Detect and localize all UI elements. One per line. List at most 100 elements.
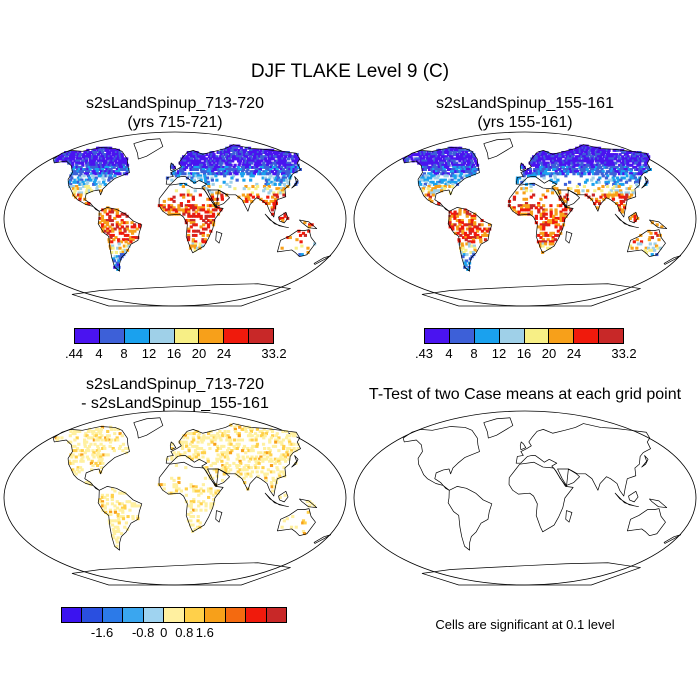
grid-cell [256,150,261,154]
grid-cell [225,150,229,154]
grid-cell [170,178,174,182]
grid-cell [545,157,549,161]
grid-cell [618,159,622,163]
grid-cell [219,438,223,442]
grid-cell [223,170,228,174]
grid-cell [619,178,623,182]
grid-cell [210,168,214,172]
grid-cell [618,170,622,174]
grid-cell [172,208,176,212]
grid-cell [207,172,211,176]
grid-cell [448,153,452,157]
grid-cell [209,221,213,225]
grid-cell [258,161,262,165]
grid-cell [222,444,226,448]
grid-cell [483,233,487,237]
grid-cell [79,165,83,169]
grid-cell [206,210,211,214]
grid-cell [541,242,545,246]
grid-cell [287,434,291,438]
grid-cell [189,172,194,176]
grid-cell [428,197,432,201]
grid-cell [435,182,439,186]
grid-cell [588,146,592,150]
grid-cell [296,447,300,451]
grid-cell [547,221,551,225]
grid-cell [288,165,292,169]
grid-cell [193,248,197,252]
grid-cell [592,165,597,169]
grid-cell [281,159,285,163]
grid-cell [467,168,472,172]
grid-cell [199,225,203,229]
grid-cell [170,457,174,461]
grid-cell [186,193,191,197]
grid-cell [551,231,555,235]
grid-cell [564,150,568,154]
grid-cell [201,204,206,208]
grid-cell [600,168,604,172]
grid-cell [537,225,541,229]
grid-cell [463,157,467,161]
grid-cell [103,182,107,186]
grid-cell [277,150,282,154]
grid-cell [238,468,242,472]
grid-cell [421,153,425,157]
grid-cell [272,204,276,208]
grid-cell [205,165,209,169]
grid-cell [433,172,437,176]
grid-cell [422,172,427,176]
grid-cell [274,434,278,438]
grid-cell [556,233,560,237]
grid-cell [85,187,90,191]
grid-cell [539,227,543,231]
grid-cell [582,155,586,159]
grid-cell [554,225,558,229]
grid-cell [586,170,590,174]
grid-cell [454,150,458,154]
grid-cell [419,182,423,186]
grid-cell [195,168,199,172]
grid-cell [479,238,483,242]
grid-cell [229,159,233,163]
grid-cell [124,250,128,254]
grid-cell [426,150,430,154]
grid-cell [162,204,166,208]
grid-cell [563,182,568,186]
grid-cell [111,233,115,237]
grid-cell [110,427,114,431]
grid-cell [193,155,197,159]
grid-cell [453,223,457,227]
grid-cell [572,172,576,176]
colorbar-tick-label: .43 [414,346,434,361]
grid-cell [460,148,464,152]
grid-cell [202,170,206,174]
grid-cell [209,204,213,208]
grid-cell [611,197,616,201]
grid-cell [211,461,215,465]
grid-cell [577,157,582,161]
grid-cell [120,165,125,169]
colorbar-swatch [474,329,500,343]
grid-cell [598,153,602,157]
grid-cell [194,451,198,455]
grid-cell [467,174,471,178]
grid-cell [478,227,482,231]
grid-cell [100,500,105,504]
grid-cell [193,429,197,433]
grid-cell [451,163,455,167]
grid-cell [468,221,472,225]
grid-cell [452,161,457,165]
grid-cell [56,157,60,161]
grid-cell [172,199,176,203]
grid-cell [223,148,227,152]
grid-cell [454,174,458,178]
grid-cell [241,150,245,154]
grid-cell [423,182,427,186]
grid-cell [473,233,478,237]
grid-cell [186,189,190,193]
grid-cell [466,233,470,237]
grid-cell [73,432,77,436]
grid-cell [226,161,230,165]
grid-cell [276,457,280,461]
